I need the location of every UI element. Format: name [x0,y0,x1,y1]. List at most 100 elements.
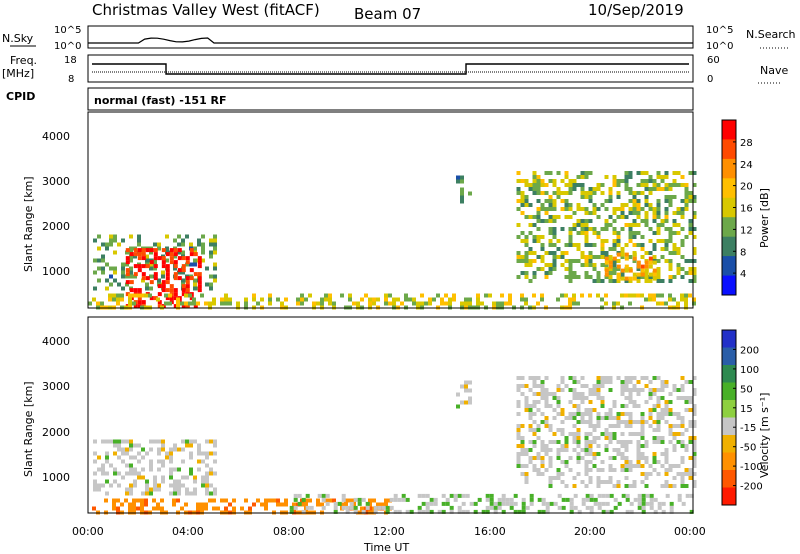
heatmap-cell [420,293,424,298]
heatmap-cell [513,501,518,506]
heatmap-cell [640,247,645,251]
heatmap-cell [489,505,494,510]
heatmap-cell [357,497,362,502]
heatmap-cell [181,475,185,480]
heatmap-cell [548,215,553,219]
heatmap-cell [165,288,170,293]
heatmap-cell [560,460,565,464]
heatmap-cell [101,254,105,259]
heatmap-cell [188,301,192,306]
power-ytick-4000: 4000 [42,130,70,143]
heatmap-cell [608,380,613,384]
heatmap-cell [637,501,642,506]
heatmap-cell [568,235,573,239]
heatmap-cell [181,459,185,464]
power-ylabel: Slant Range [km] [22,176,35,272]
heatmap-cell [181,264,186,269]
heatmap-cell [644,384,649,388]
heatmap-cell [141,252,146,257]
heatmap-cell [656,301,660,306]
heatmap-cell [92,297,96,302]
heatmap-cell [612,404,617,408]
heatmap-cell [652,207,657,211]
heatmap-cell [688,199,693,203]
heatmap-cell [564,251,569,255]
heatmap-cell [640,424,645,428]
heatmap-cell [628,276,633,281]
heatmap-cell [125,268,130,273]
heatmap-cell [441,501,446,506]
heatmap-cell [684,191,689,195]
heatmap-cell [201,246,205,251]
heatmap-cell [588,251,593,255]
heatmap-cell [156,502,160,507]
heatmap-cell [352,301,356,306]
heatmap-cell [185,284,190,289]
heatmap-cell [560,388,565,392]
heatmap-cell [117,439,121,444]
heatmap-cell [312,301,316,306]
heatmap-cell [672,464,677,468]
heatmap-cell [688,293,692,298]
heatmap-cell [652,408,657,412]
heatmap-cell [308,498,312,503]
heatmap-cell [540,207,545,211]
heatmap-cell [660,464,665,468]
heatmap-cell [536,301,540,306]
heatmap-cell [301,509,306,514]
heatmap-cell [544,416,549,420]
heatmap-cell [228,502,232,507]
heatmap-cell [576,440,581,444]
heatmap-cell [116,498,120,503]
nsky-label: N.Sky [2,32,34,45]
heatmap-cell [208,301,212,306]
heatmap-cell [640,219,645,223]
heatmap-cell [149,459,153,464]
heatmap-cell [161,443,165,448]
heatmap-cell [544,376,549,380]
heatmap-cell [596,420,601,424]
heatmap-cell [664,171,669,175]
heatmap-cell [568,279,573,283]
heatmap-cell [692,404,697,408]
heatmap-cell [576,436,581,440]
heatmap-cell [532,384,537,388]
heatmap-cell [572,392,577,396]
heatmap-cell [372,301,376,306]
heatmap-cell [540,412,545,416]
heatmap-cell [628,412,633,416]
heatmap-cell [173,491,177,496]
velocity-colorbar-tick: -200 [740,482,763,493]
heatmap-cell [193,278,197,283]
heatmap-cell [649,493,654,498]
power-colorbar-tick: 24 [740,160,753,171]
heatmap-cell [624,388,629,392]
heatmap-cell [205,487,209,492]
heatmap-cell [664,420,669,424]
heatmap-cell [600,460,605,464]
heatmap-cell [692,484,697,488]
heatmap-cell [388,293,392,298]
heatmap-cell [548,207,553,211]
heatmap-cell [545,501,550,506]
heatmap-cell [425,505,430,510]
heatmap-cell [316,498,320,503]
heatmap-cell [568,215,573,219]
heatmap-cell [624,384,629,388]
heatmap-cell [540,380,545,384]
heatmap-cell [564,416,569,420]
heatmap-cell [552,215,557,219]
heatmap-cell [337,501,342,506]
xtick-0000: 00:00 [72,525,104,538]
heatmap-cell [536,175,541,179]
heatmap-cell [500,293,504,298]
heatmap-cell [113,270,117,275]
heatmap-cell [572,271,577,275]
heatmap-cell [637,493,642,498]
heatmap-cell [524,448,529,452]
heatmap-cell [664,207,669,211]
heatmap-cell [137,234,141,239]
heatmap-cell [624,424,629,428]
heatmap-cell [425,493,430,498]
power-colorbar-tick: 12 [740,225,753,236]
